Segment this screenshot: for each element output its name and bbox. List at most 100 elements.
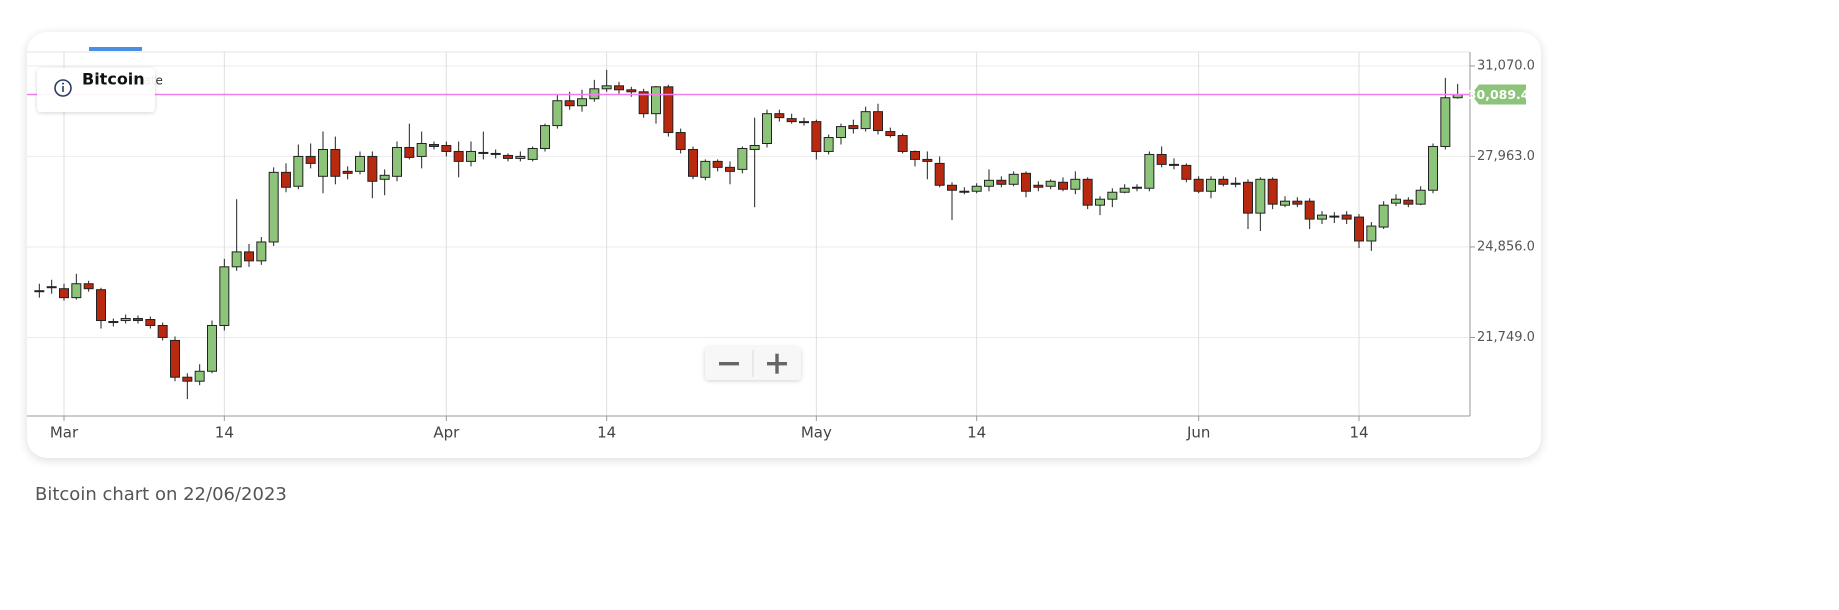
legend-title: Bitcoin (82, 70, 145, 89)
candle-body (663, 86, 674, 134)
candle-body (1058, 181, 1068, 190)
candle-body (392, 146, 402, 177)
candle-body (71, 283, 82, 299)
candle-body (885, 131, 896, 137)
candle-body (96, 289, 106, 322)
candle-body (1144, 153, 1155, 189)
x-tick-label: 14 (967, 424, 986, 442)
candle-body (527, 147, 538, 160)
candle-body (552, 100, 563, 127)
candle-body (1095, 198, 1105, 206)
info-icon[interactable] (54, 79, 72, 97)
candles (34, 69, 1463, 400)
candle-body (725, 166, 735, 172)
candle-body (688, 148, 698, 177)
info-icon-dot (62, 82, 64, 85)
candle-body (1428, 145, 1438, 191)
y-tick-label: 27,963.0 (1477, 149, 1535, 164)
candle-body (367, 155, 378, 182)
candle-body (577, 98, 587, 107)
candle-body (601, 85, 612, 90)
candle-body (330, 148, 341, 177)
zoom-in-button-stem (775, 353, 779, 374)
candle-body (1329, 215, 1340, 218)
candle-body (281, 171, 291, 188)
candle-body (836, 126, 846, 139)
candle-body (83, 283, 94, 290)
candle-body (1181, 164, 1192, 180)
candle-body (799, 121, 809, 124)
zoom-controls (705, 347, 801, 380)
y-tick-label: 24,856.0 (1477, 239, 1535, 254)
candle-body (256, 241, 267, 262)
candle-body (379, 174, 390, 180)
candle-body (1415, 189, 1426, 205)
x-tick-label: Apr (433, 424, 460, 442)
info-icon-stem (62, 86, 64, 92)
candle-body (34, 290, 45, 293)
candle-body (503, 154, 513, 159)
candle-body (614, 85, 624, 91)
x-tick-label: Jun (1186, 424, 1210, 442)
candle-body (749, 144, 760, 150)
x-tick-label: Mar (50, 424, 79, 442)
candle-body (182, 376, 193, 382)
candle-body (1082, 178, 1093, 206)
candle-body (873, 111, 883, 132)
candle-body (1021, 172, 1031, 192)
candle-body (207, 324, 217, 372)
candle-body (700, 160, 711, 178)
candle-body (1255, 178, 1266, 214)
candle-body (1033, 184, 1044, 188)
candle-body (108, 321, 119, 324)
candle-body (404, 146, 415, 158)
candle-body (564, 100, 575, 107)
candle-body (145, 319, 156, 326)
candle-body (860, 111, 871, 130)
y-tick-label: 31,070.0 (1477, 58, 1535, 73)
chart-caption: Bitcoin chart on 22/06/2023 (35, 484, 287, 505)
candle-body (194, 370, 205, 382)
candle-body (848, 125, 859, 130)
candle-body (1354, 216, 1364, 242)
candle-body (515, 155, 526, 159)
candle-body (1366, 225, 1377, 242)
candle-body (626, 89, 637, 93)
price-label: 30,089.42 (1468, 87, 1538, 102)
candle-body (133, 318, 143, 322)
candle-body (219, 266, 230, 326)
candle-body (786, 118, 797, 123)
candle-body (293, 155, 304, 187)
candle-body (996, 179, 1007, 185)
candle-body (1403, 199, 1414, 205)
grid (27, 52, 1470, 416)
x-tick-label: 14 (597, 424, 616, 442)
candle-body (1107, 191, 1118, 200)
candle-body (1341, 214, 1352, 220)
candle-body (675, 132, 686, 150)
candle-body (1156, 153, 1167, 165)
candle-body (1045, 180, 1056, 187)
candle-body (971, 185, 982, 192)
candle-body (1391, 198, 1401, 204)
candle-body (1292, 200, 1303, 205)
candle-body (120, 318, 131, 322)
candle-body (1440, 97, 1451, 147)
candle-body (478, 151, 489, 154)
candle-body (1317, 214, 1327, 220)
candle-body (1193, 178, 1204, 192)
candle-body (1119, 187, 1130, 193)
candle-body (453, 150, 464, 162)
candle-body (1132, 186, 1142, 189)
price-badge (1471, 84, 1526, 105)
candle-body (823, 137, 834, 152)
candle-body (910, 150, 920, 160)
zoom-out-button[interactable] (719, 362, 739, 366)
candle-body (737, 147, 748, 170)
candle-body (231, 251, 242, 268)
candle-body (712, 160, 723, 168)
candle-body (59, 288, 69, 299)
candle-body (1267, 178, 1278, 205)
